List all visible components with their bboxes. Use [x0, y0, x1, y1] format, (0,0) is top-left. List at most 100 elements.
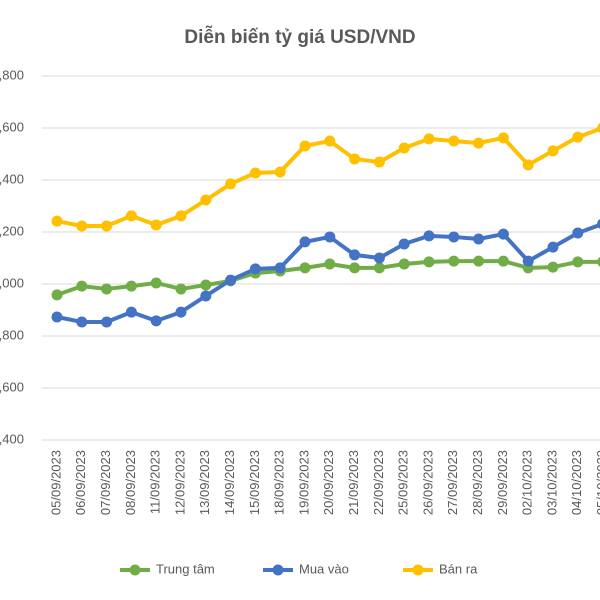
legend-label: Bán ra [439, 561, 478, 576]
data-point [150, 219, 162, 231]
x-tick-label: 03/10/2023 [544, 450, 559, 515]
data-point [274, 166, 286, 178]
legend-marker [129, 564, 141, 576]
data-point [473, 137, 485, 149]
data-point [125, 306, 137, 318]
data-point [299, 262, 311, 274]
y-tick-label: 24,000 [0, 275, 24, 290]
x-tick-label: 04/10/2023 [569, 450, 584, 515]
data-point [398, 238, 410, 250]
legend-item: Mua vào [263, 561, 349, 576]
data-point [522, 159, 534, 171]
data-point [572, 227, 584, 239]
x-tick-label: 05/09/2023 [48, 450, 63, 515]
data-point [51, 215, 63, 227]
x-tick-label: 28/09/2023 [470, 450, 485, 515]
chart-title: Diễn biến tỷ giá USD/VND [184, 26, 415, 48]
data-point [373, 252, 385, 264]
data-point [398, 258, 410, 270]
data-point [249, 263, 261, 275]
x-tick-label: 06/09/2023 [73, 450, 88, 515]
data-point [150, 315, 162, 327]
x-tick-label: 14/09/2023 [222, 450, 237, 515]
x-tick-label: 19/09/2023 [296, 450, 311, 515]
data-point [398, 142, 410, 154]
x-tick-label: 27/09/2023 [445, 450, 460, 515]
data-point [101, 283, 113, 295]
data-point [324, 231, 336, 243]
x-tick-label: 07/09/2023 [98, 450, 113, 515]
x-tick-label: 12/09/2023 [172, 450, 187, 515]
data-point [299, 236, 311, 248]
data-point [448, 231, 460, 243]
data-point [547, 145, 559, 157]
data-point [497, 255, 509, 267]
data-point [324, 135, 336, 147]
data-point [225, 178, 237, 190]
legend-marker [412, 564, 424, 576]
data-point [423, 230, 435, 242]
x-tick-label: 29/09/2023 [495, 450, 510, 515]
data-point [101, 220, 113, 232]
y-tick-label: 23,400 [0, 431, 24, 446]
data-point [76, 316, 88, 328]
data-point [423, 256, 435, 268]
y-tick-label: 24,800 [0, 67, 24, 82]
data-point [448, 135, 460, 147]
x-tick-label: 02/10/2023 [520, 450, 535, 515]
data-point [473, 255, 485, 267]
legend-item: Trung tâm [120, 561, 215, 576]
data-point [497, 228, 509, 240]
x-tick-label: 22/09/2023 [371, 450, 386, 515]
data-point [572, 131, 584, 143]
legend-label: Trung tâm [156, 561, 215, 576]
data-point [547, 261, 559, 273]
data-point [373, 156, 385, 168]
data-point [349, 249, 361, 261]
data-point [175, 283, 187, 295]
data-point [76, 220, 88, 232]
data-point [547, 241, 559, 253]
data-point [349, 262, 361, 274]
x-tick-label: 20/09/2023 [321, 450, 336, 515]
data-point [497, 132, 509, 144]
data-point [200, 279, 212, 291]
data-point [448, 255, 460, 267]
data-point [101, 316, 113, 328]
data-point [572, 256, 584, 268]
data-point [299, 140, 311, 152]
data-point [175, 306, 187, 318]
legend-marker [272, 564, 284, 576]
y-tick-label: 24,600 [0, 119, 24, 134]
data-point [324, 258, 336, 270]
data-point [373, 262, 385, 274]
y-tick-label: 24,400 [0, 171, 24, 186]
data-point [51, 311, 63, 323]
data-point [597, 219, 600, 229]
data-point [349, 153, 361, 165]
data-point [597, 257, 600, 267]
data-point [76, 280, 88, 292]
legend-label: Mua vào [299, 561, 349, 576]
data-point [125, 210, 137, 222]
data-point [249, 167, 261, 179]
data-point [200, 194, 212, 206]
x-tick-label: 21/09/2023 [346, 450, 361, 515]
x-tick-label: 18/09/2023 [272, 450, 287, 515]
data-point [200, 290, 212, 302]
data-point [51, 289, 63, 301]
x-tick-label: 15/09/2023 [247, 450, 262, 515]
x-tick-label: 08/09/2023 [123, 450, 138, 515]
data-point [597, 123, 600, 133]
data-point [522, 255, 534, 267]
y-tick-label: 24,200 [0, 223, 24, 238]
x-tick-label: 25/09/2023 [396, 450, 411, 515]
x-tick-label: 26/09/2023 [420, 450, 435, 515]
y-tick-label: 23,600 [0, 379, 24, 394]
x-tick-label: 05/10/2023 [594, 450, 600, 515]
x-tick-label: 13/09/2023 [197, 450, 212, 515]
y-tick-label: 23,800 [0, 327, 24, 342]
data-point [150, 277, 162, 289]
data-point [225, 274, 237, 286]
